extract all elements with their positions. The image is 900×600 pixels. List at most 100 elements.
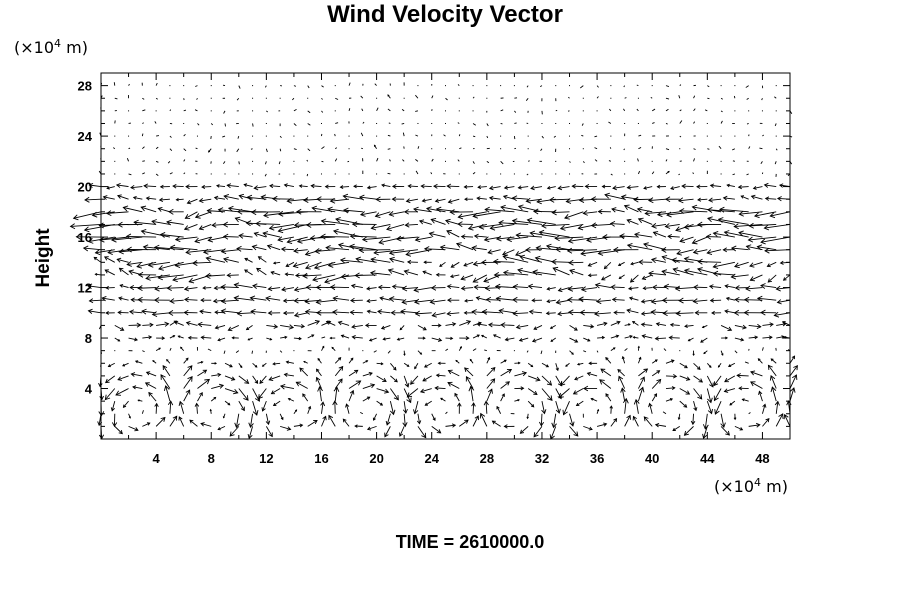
wind-vector bbox=[722, 195, 735, 201]
wind-vector bbox=[353, 184, 363, 189]
wind-vector bbox=[636, 84, 639, 87]
wind-vector bbox=[282, 310, 294, 316]
wind-vector bbox=[608, 121, 612, 124]
wind-vector bbox=[280, 335, 288, 339]
wind-vector bbox=[704, 109, 708, 112]
wind-vector bbox=[166, 285, 184, 291]
wind-vector bbox=[362, 371, 373, 377]
wind-vector bbox=[546, 286, 556, 291]
wind-vector bbox=[227, 325, 239, 332]
wind-vector bbox=[183, 389, 191, 402]
wind-vector bbox=[253, 185, 267, 191]
wind-vector bbox=[665, 374, 678, 379]
wind-vector bbox=[548, 196, 570, 203]
wind-vector bbox=[486, 85, 488, 87]
wind-vector bbox=[197, 360, 204, 364]
wind-vector bbox=[717, 363, 722, 368]
wind-vector bbox=[712, 270, 735, 277]
wind-vector bbox=[590, 222, 611, 229]
wind-vector bbox=[464, 197, 474, 202]
wind-vector bbox=[609, 108, 612, 112]
wind-vector bbox=[449, 209, 474, 216]
wind-vector bbox=[198, 224, 212, 231]
wind-vector bbox=[628, 286, 639, 291]
wind-vector bbox=[643, 242, 667, 251]
wind-vector bbox=[621, 355, 626, 364]
wind-vector bbox=[189, 419, 198, 427]
wind-vector bbox=[479, 412, 488, 427]
wind-vector bbox=[435, 272, 446, 277]
wind-vector bbox=[222, 233, 239, 240]
wind-vector bbox=[321, 415, 327, 427]
wind-vector bbox=[391, 196, 405, 202]
wind-vector bbox=[167, 161, 171, 164]
wind-vector bbox=[586, 371, 598, 377]
wind-vector bbox=[661, 255, 680, 263]
wind-vector bbox=[265, 161, 267, 165]
wind-vector bbox=[775, 135, 777, 137]
wind-vector bbox=[472, 274, 488, 283]
wind-vector bbox=[374, 211, 391, 218]
wind-vector bbox=[183, 122, 185, 124]
wind-vector bbox=[183, 357, 189, 364]
wind-vector bbox=[169, 85, 171, 87]
wind-vector bbox=[398, 426, 405, 437]
wind-vector bbox=[327, 261, 350, 268]
wind-vector bbox=[366, 286, 377, 291]
wind-vector bbox=[111, 236, 143, 243]
wind-vector bbox=[590, 397, 598, 402]
wind-vector bbox=[447, 369, 460, 377]
wind-vector bbox=[734, 350, 738, 354]
wind-vector bbox=[572, 388, 584, 395]
wind-vector bbox=[656, 184, 666, 189]
wind-vector bbox=[486, 378, 496, 389]
wind-vector bbox=[114, 337, 121, 342]
wind-vector bbox=[381, 183, 391, 188]
wind-vector bbox=[354, 424, 363, 428]
wind-vector bbox=[774, 161, 777, 165]
wind-vector bbox=[533, 208, 556, 215]
wind-vector bbox=[87, 308, 102, 315]
wind-vector bbox=[266, 324, 279, 329]
wind-vector bbox=[280, 324, 295, 330]
wind-vector bbox=[760, 161, 763, 165]
wind-vector bbox=[596, 96, 599, 99]
wind-vector bbox=[622, 397, 629, 414]
wind-vector bbox=[401, 285, 418, 292]
wind-vector bbox=[277, 224, 308, 234]
wind-vector bbox=[128, 135, 130, 137]
wind-vector bbox=[169, 347, 172, 351]
wind-vector bbox=[612, 246, 639, 253]
wind-vector bbox=[675, 224, 694, 232]
wind-vector bbox=[155, 416, 166, 427]
wind-vector bbox=[334, 365, 344, 377]
wind-vector bbox=[154, 121, 157, 124]
wind-vector bbox=[128, 337, 139, 342]
wind-vector bbox=[376, 97, 378, 99]
wind-vector bbox=[279, 350, 283, 353]
wind-vector bbox=[183, 286, 198, 292]
wind-vector bbox=[533, 426, 543, 438]
wind-vector bbox=[545, 311, 556, 316]
wind-vector bbox=[252, 160, 254, 162]
wind-vector bbox=[129, 309, 143, 315]
wind-vector bbox=[650, 257, 667, 264]
y-unit-prefix: (×10 bbox=[14, 38, 55, 57]
wind-vector bbox=[316, 309, 336, 316]
wind-vector bbox=[519, 254, 543, 263]
wind-vector bbox=[732, 160, 735, 162]
wind-vector bbox=[238, 363, 243, 369]
wind-vector bbox=[333, 386, 340, 402]
wind-vector bbox=[114, 350, 116, 352]
wind-vector bbox=[252, 375, 259, 384]
wind-vector bbox=[142, 97, 145, 100]
wind-vector bbox=[626, 218, 639, 225]
wind-vector bbox=[557, 311, 570, 317]
wind-vector bbox=[500, 161, 504, 165]
wind-vector bbox=[128, 322, 142, 328]
wind-vector bbox=[775, 285, 791, 292]
wind-vector bbox=[331, 346, 336, 351]
wind-vector bbox=[422, 375, 432, 382]
wind-vector bbox=[555, 122, 557, 124]
wind-vector bbox=[498, 220, 529, 226]
